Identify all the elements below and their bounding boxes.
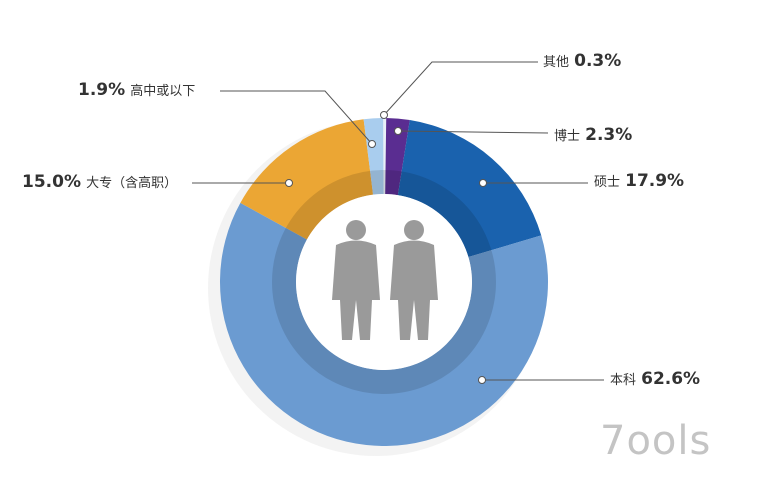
leader-dot-5 — [368, 140, 376, 148]
label-other: 其他 0.3% — [543, 51, 622, 71]
leader-dot-0 — [380, 111, 388, 119]
label-highschool: 1.9% 高中或以下 — [78, 80, 196, 100]
donut-hole — [296, 194, 472, 370]
slice-1 — [385, 118, 410, 196]
label-phd: 博士 2.3% — [554, 125, 633, 145]
leader-dot-4 — [285, 179, 293, 187]
inner-ring-shade — [272, 170, 496, 394]
leader-line-5 — [220, 90, 373, 145]
businessman-icon-left — [332, 220, 380, 340]
leader-dot-2 — [479, 179, 487, 187]
leader-line-0 — [383, 61, 538, 116]
slice-0 — [383, 118, 387, 195]
leader-dot-3 — [478, 376, 486, 384]
slice-3 — [219, 202, 548, 446]
label-college: 15.0% 大专（含高职） — [22, 172, 178, 192]
leader-dot-1 — [394, 127, 402, 135]
label-master: 硕士 17.9% — [594, 171, 685, 191]
slice-2 — [397, 120, 542, 258]
slice-4 — [240, 119, 374, 240]
businessman-icon-right — [390, 220, 438, 340]
tools-watermark-logo: 7ools — [600, 418, 712, 464]
leader-line-1 — [397, 130, 549, 134]
label-bachelor: 本科 62.6% — [610, 369, 701, 389]
slice-5 — [363, 118, 384, 195]
